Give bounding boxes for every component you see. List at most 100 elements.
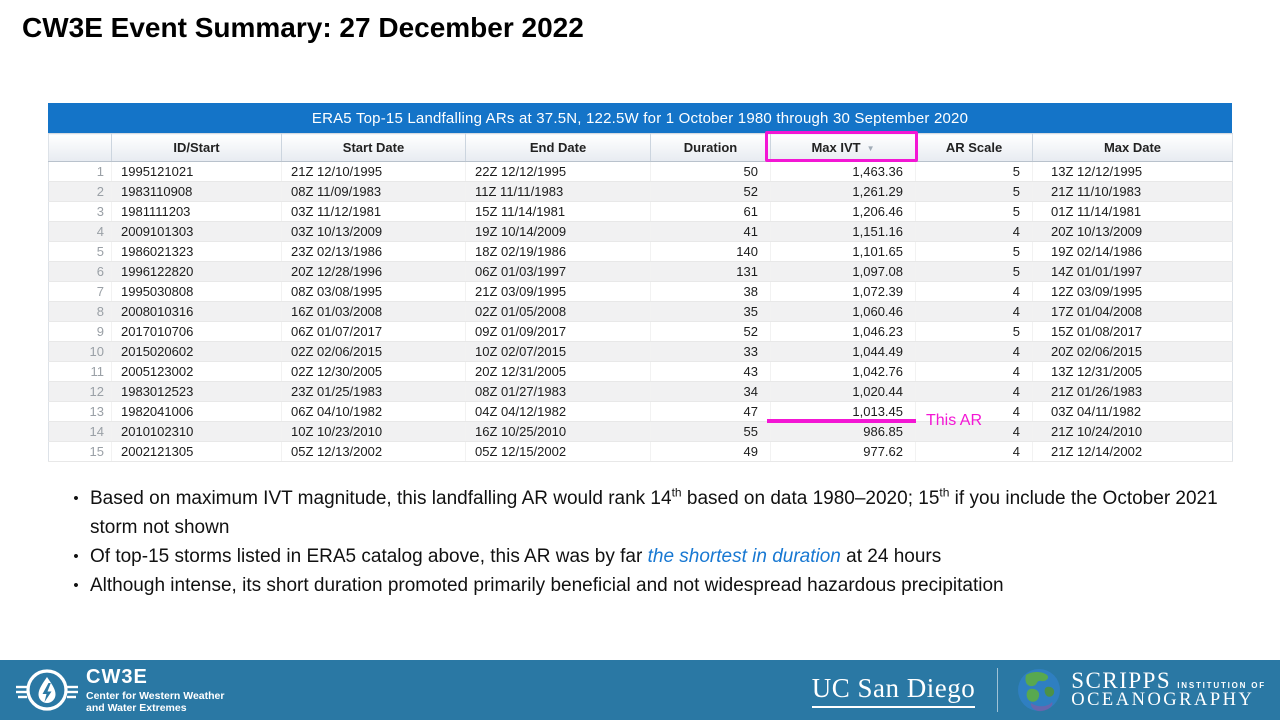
table-header-row: ID/Start Start Date End Date Duration Ma…	[48, 133, 1233, 162]
bullet-marker: •	[73, 548, 79, 565]
cell-max-date: 19Z 02/14/1986	[1032, 241, 1233, 262]
cell-max-ivt: 1,060.46	[770, 301, 916, 322]
cell-start-date: 08Z 11/09/1983	[281, 181, 466, 202]
cw3e-logo-text: CW3E Center for Western Weather and Wate…	[86, 667, 224, 714]
cell-ar-scale: 4	[915, 341, 1033, 362]
cell-ar-scale: 4	[915, 361, 1033, 382]
cell-id-start: 2002121305	[111, 441, 282, 462]
table-row: 15 2002121305 05Z 12/13/2002 05Z 12/15/2…	[48, 441, 1233, 462]
cell-duration: 33	[650, 341, 771, 362]
ucsd-logo: UC San Diego	[811, 673, 976, 708]
cw3e-logo: CW3E Center for Western Weather and Wate…	[16, 664, 224, 716]
cell-max-ivt: 986.85	[770, 421, 916, 442]
bullet-segment: the shortest in duration	[647, 546, 841, 567]
scripps-institution-of: INSTITUTION OF	[1177, 681, 1266, 690]
cw3e-name: CW3E	[86, 665, 148, 688]
table-row: 11 2005123002 02Z 12/30/2005 20Z 12/31/2…	[48, 361, 1233, 382]
cell-duration: 47	[650, 401, 771, 422]
bullet-item: • Of top-15 storms listed in ERA5 catalo…	[62, 542, 1220, 571]
globe-icon	[1018, 669, 1061, 712]
cell-id-start: 1983012523	[111, 381, 282, 402]
cell-end-date: 10Z 02/07/2015	[465, 341, 651, 362]
cell-max-ivt: 977.62	[770, 441, 916, 462]
bullet-text: Based on maximum IVT magnitude, this lan…	[90, 484, 1220, 542]
bullet-segment: Based on maximum IVT magnitude, this lan…	[90, 488, 672, 509]
cell-max-date: 14Z 01/01/1997	[1032, 261, 1233, 282]
bullet-segment: Of top-15 storms listed in ERA5 catalog …	[90, 546, 648, 567]
scripps-name: SCRIPPS	[1071, 668, 1172, 693]
cell-row-num: 13	[48, 401, 112, 422]
cell-start-date: 06Z 01/07/2017	[281, 321, 466, 342]
cell-duration: 55	[650, 421, 771, 442]
cell-row-num: 10	[48, 341, 112, 362]
cell-ar-scale: 4	[915, 421, 1033, 442]
table-row: 12 1983012523 23Z 01/25/1983 08Z 01/27/1…	[48, 381, 1233, 402]
cell-end-date: 04Z 04/12/1982	[465, 401, 651, 422]
cell-max-date: 13Z 12/12/1995	[1032, 161, 1233, 182]
bullet-list: • Based on maximum IVT magnitude, this l…	[62, 484, 1220, 600]
column-header-rownum	[48, 133, 112, 162]
cell-start-date: 03Z 11/12/1981	[281, 201, 466, 222]
cell-row-num: 15	[48, 441, 112, 462]
cell-max-date: 13Z 12/31/2005	[1032, 361, 1233, 382]
cell-max-ivt: 1,072.39	[770, 281, 916, 302]
cell-end-date: 18Z 02/19/1986	[465, 241, 651, 262]
ar-table: ERA5 Top-15 Landfalling ARs at 37.5N, 12…	[48, 103, 1233, 462]
ar-data-table: ID/Start Start Date End Date Duration Ma…	[48, 133, 1233, 462]
cell-max-ivt: 1,044.49	[770, 341, 916, 362]
cell-max-ivt: 1,261.29	[770, 181, 916, 202]
bullet-item: • Based on maximum IVT magnitude, this l…	[62, 484, 1220, 542]
cell-ar-scale: 4	[915, 381, 1033, 402]
cell-ar-scale: 4	[915, 301, 1033, 322]
cell-duration: 131	[650, 261, 771, 282]
cell-start-date: 08Z 03/08/1995	[281, 281, 466, 302]
bullet-segment: at 24 hours	[840, 546, 942, 567]
footer-bar: CW3E Center for Western Weather and Wate…	[0, 660, 1280, 720]
cell-row-num: 4	[48, 221, 112, 242]
cell-row-num: 5	[48, 241, 112, 262]
bullet-marker: •	[73, 577, 79, 594]
cell-row-num: 8	[48, 301, 112, 322]
cell-row-num: 3	[48, 201, 112, 222]
cell-id-start: 1981111203	[111, 201, 282, 222]
cell-id-start: 1995030808	[111, 281, 282, 302]
cell-id-start: 2017010706	[111, 321, 282, 342]
cell-id-start: 2015020602	[111, 341, 282, 362]
bullet-text: Although intense, its short duration pro…	[90, 571, 1220, 600]
cell-id-start: 2010102310	[111, 421, 282, 442]
cell-max-date: 21Z 12/14/2002	[1032, 441, 1233, 462]
cell-duration: 41	[650, 221, 771, 242]
column-header-id-start: ID/Start	[111, 133, 282, 162]
cell-max-date: 03Z 04/11/1982	[1032, 401, 1233, 422]
scripps-logo: SCRIPPS INSTITUTION OF OCEANOGRAPHY	[1016, 667, 1266, 713]
cell-row-num: 12	[48, 381, 112, 402]
cell-end-date: 15Z 11/14/1981	[465, 201, 651, 222]
bullet-segment: th	[939, 485, 950, 500]
cell-ar-scale: 4	[915, 441, 1033, 462]
cell-ar-scale: 4	[915, 221, 1033, 242]
cell-max-ivt: 1,101.65	[770, 241, 916, 262]
cell-max-date: 17Z 01/04/2008	[1032, 301, 1233, 322]
cell-duration: 140	[650, 241, 771, 262]
table-row: 7 1995030808 08Z 03/08/1995 21Z 03/09/19…	[48, 281, 1233, 302]
cell-duration: 35	[650, 301, 771, 322]
cell-duration: 43	[650, 361, 771, 382]
cell-ar-scale: 5	[915, 161, 1033, 182]
cell-start-date: 02Z 02/06/2015	[281, 341, 466, 362]
this-ar-label: This AR	[926, 412, 983, 429]
bullet-item: • Although intense, its short duration p…	[62, 571, 1220, 600]
this-ar-underline	[767, 419, 916, 423]
cell-max-date: 12Z 03/09/1995	[1032, 281, 1233, 302]
bullet-text: Of top-15 storms listed in ERA5 catalog …	[90, 542, 1220, 571]
cell-end-date: 08Z 01/27/1983	[465, 381, 651, 402]
cell-ar-scale: 4	[915, 281, 1033, 302]
cell-max-ivt: 1,206.46	[770, 201, 916, 222]
table-row: 5 1986021323 23Z 02/13/1986 18Z 02/19/19…	[48, 241, 1233, 262]
cell-ar-scale: 4	[915, 401, 1033, 422]
cell-duration: 34	[650, 381, 771, 402]
cell-max-ivt: 1,097.08	[770, 261, 916, 282]
cell-duration: 38	[650, 281, 771, 302]
cell-id-start: 1983110908	[111, 181, 282, 202]
ar-table-body: 1 1995121021 21Z 12/10/1995 22Z 12/12/19…	[48, 161, 1233, 462]
